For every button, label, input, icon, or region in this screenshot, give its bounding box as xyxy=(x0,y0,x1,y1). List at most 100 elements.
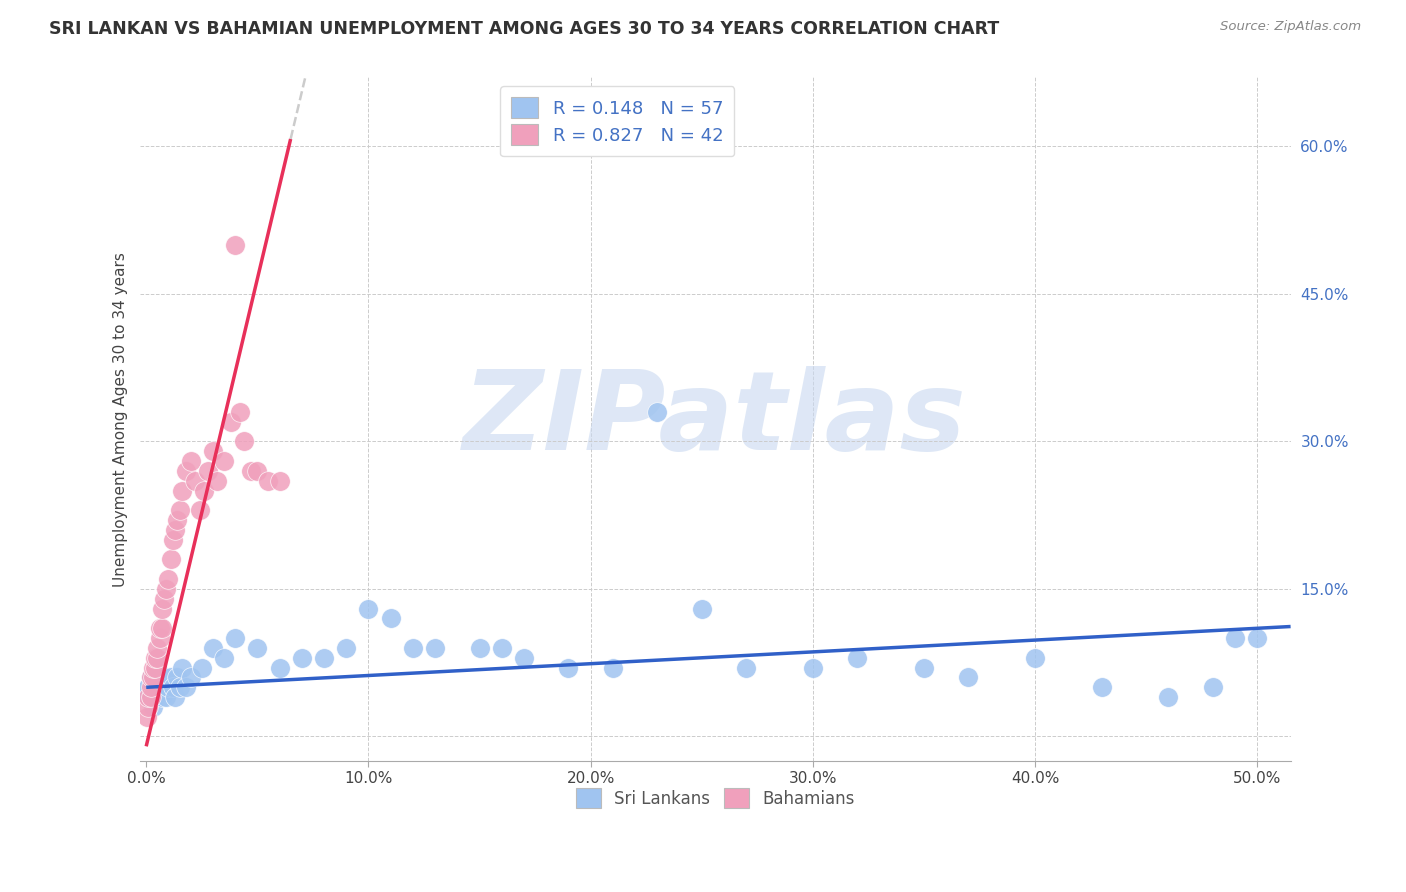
Point xyxy=(155,690,177,705)
Point xyxy=(291,650,314,665)
Point xyxy=(491,640,513,655)
Point xyxy=(312,650,335,665)
Point xyxy=(138,690,160,705)
Text: Source: ZipAtlas.com: Source: ZipAtlas.com xyxy=(1220,20,1361,33)
Point xyxy=(335,640,357,655)
Point xyxy=(193,483,215,498)
Point xyxy=(153,591,176,606)
Point xyxy=(174,464,197,478)
Point xyxy=(188,503,211,517)
Point xyxy=(136,710,159,724)
Point xyxy=(1157,690,1180,705)
Point xyxy=(166,670,188,684)
Point xyxy=(139,681,162,695)
Point xyxy=(148,631,170,645)
Point xyxy=(468,640,491,655)
Legend: Sri Lankans, Bahamians: Sri Lankans, Bahamians xyxy=(569,781,860,814)
Point xyxy=(153,670,176,684)
Point xyxy=(153,681,176,695)
Point xyxy=(1223,631,1246,645)
Point xyxy=(170,483,193,498)
Point xyxy=(162,533,184,547)
Point xyxy=(143,670,166,684)
Point xyxy=(146,681,169,695)
Point xyxy=(912,660,935,674)
Point xyxy=(239,464,262,478)
Point xyxy=(142,681,165,695)
Point xyxy=(142,660,165,674)
Point xyxy=(207,474,229,488)
Point xyxy=(146,660,169,674)
Point xyxy=(957,670,980,684)
Point xyxy=(142,700,165,714)
Point xyxy=(180,670,202,684)
Point xyxy=(148,681,170,695)
Point xyxy=(184,474,207,488)
Point xyxy=(150,670,173,684)
Point xyxy=(138,690,160,705)
Point xyxy=(139,670,162,684)
Point xyxy=(169,503,191,517)
Point xyxy=(150,690,173,705)
Point xyxy=(246,640,269,655)
Point xyxy=(1091,681,1114,695)
Point xyxy=(155,582,177,596)
Point xyxy=(165,523,187,537)
Point xyxy=(735,660,758,674)
Point xyxy=(139,690,162,705)
Point xyxy=(690,601,713,615)
Point xyxy=(219,415,242,429)
Text: SRI LANKAN VS BAHAMIAN UNEMPLOYMENT AMONG AGES 30 TO 34 YEARS CORRELATION CHART: SRI LANKAN VS BAHAMIAN UNEMPLOYMENT AMON… xyxy=(49,20,1000,37)
Point xyxy=(1202,681,1225,695)
Point xyxy=(159,552,181,566)
Point xyxy=(233,434,256,449)
Point xyxy=(201,640,224,655)
Point xyxy=(162,681,184,695)
Point xyxy=(190,660,212,674)
Point xyxy=(212,650,235,665)
Point xyxy=(139,670,162,684)
Point xyxy=(150,621,173,635)
Point xyxy=(224,631,246,645)
Y-axis label: Unemployment Among Ages 30 to 34 years: Unemployment Among Ages 30 to 34 years xyxy=(114,252,128,587)
Point xyxy=(138,700,160,714)
Point xyxy=(557,660,579,674)
Point xyxy=(142,670,165,684)
Point xyxy=(143,660,166,674)
Point xyxy=(165,690,187,705)
Point xyxy=(170,660,193,674)
Point xyxy=(1024,650,1046,665)
Point xyxy=(228,405,250,419)
Point xyxy=(174,681,197,695)
Point xyxy=(157,681,180,695)
Point xyxy=(148,621,170,635)
Point xyxy=(269,660,291,674)
Point xyxy=(138,681,160,695)
Point xyxy=(602,660,624,674)
Point xyxy=(143,650,166,665)
Point xyxy=(380,611,402,625)
Point xyxy=(201,444,224,458)
Point xyxy=(180,454,202,468)
Point xyxy=(166,513,188,527)
Point xyxy=(402,640,425,655)
Point xyxy=(357,601,380,615)
Point xyxy=(801,660,824,674)
Point xyxy=(157,572,180,586)
Point xyxy=(846,650,869,665)
Point xyxy=(246,464,269,478)
Point xyxy=(224,237,246,252)
Point xyxy=(269,474,291,488)
Point xyxy=(513,650,536,665)
Point xyxy=(423,640,446,655)
Point xyxy=(645,405,668,419)
Point xyxy=(257,474,280,488)
Point xyxy=(159,670,181,684)
Point xyxy=(169,681,191,695)
Point xyxy=(1246,631,1268,645)
Point xyxy=(212,454,235,468)
Point xyxy=(148,670,170,684)
Point xyxy=(146,640,169,655)
Point xyxy=(197,464,219,478)
Point xyxy=(146,650,169,665)
